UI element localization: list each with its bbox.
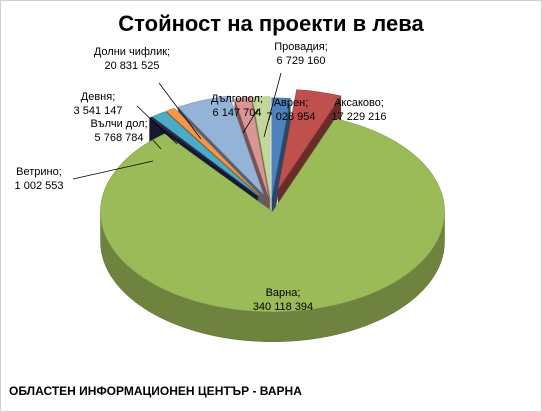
pie-slice-Долни чифлик [177,95,264,195]
leader-line-Ветрино [72,160,154,180]
slice-value-Ветрино: 1 002 553 [15,180,64,192]
chart-title: Стойност на проекти в лева [118,11,424,36]
pie-slice-Аксаково [277,89,342,190]
leader-line-Дългопол [242,108,259,134]
slice-value-Девня: 3 541 147 [74,105,123,117]
pie-slice-Дългопол [234,97,269,197]
slice-value-Дългопол: 6 147 704 [213,107,262,119]
pie-slice-Аврен [271,97,291,198]
pie-slice-Девня [165,107,260,196]
slice-value-Долни чифлик: 20 831 525 [104,60,159,72]
leader-line-Провадия [263,72,282,138]
slice-label-Вълчи дол: Вълчи дол; [90,118,147,130]
slice-label-Провадия: Провадия; [274,41,328,53]
footer-caption: ОБЛАСТЕН ИНФОРМАЦИОНЕН ЦЕНТЪР - ВАРНА [9,384,302,398]
pie-slice-Вълчи дол [151,111,259,196]
slice-value-Аксаково: 17 229 216 [331,111,386,123]
pie-slice-Варна [100,118,445,313]
slice-label-Дългопол: Дългопол; [211,93,263,105]
leader-line-Девня [136,105,178,145]
slice-label-Девня: Девня; [81,91,116,103]
slice-label-Аксаково: Аксаково; [334,97,384,109]
slice-value-Аврен: 7 028 954 [267,111,316,123]
slice-label-Ветрино: Ветрино; [16,166,62,178]
slice-value-Вълчи дол: 5 768 784 [95,132,144,144]
slice-value-Варна: 340 118 394 [253,301,313,313]
leader-line-Долни чифлик [158,82,202,140]
slice-value-Провадия: 6 729 160 [277,55,326,67]
slice-label-Долни чифлик: Долни чифлик; [94,46,170,58]
slice-label-Варна: Варна; [266,287,301,299]
slice-label-Аврен: Аврен; [274,97,309,109]
leader-line-Вълчи дол [152,139,162,150]
pie-slice-Провадия [252,96,271,197]
